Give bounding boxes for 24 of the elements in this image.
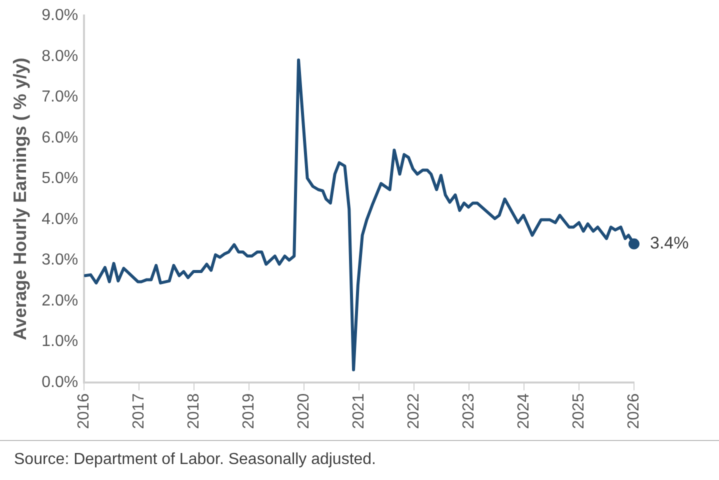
annotation: 3.4% [650, 234, 689, 253]
x-tick-label: 2016 [75, 393, 92, 429]
x-tick-label: 2022 [405, 393, 422, 429]
y-tick-label: 9.0% [42, 7, 78, 24]
y-tick-label: 7.0% [42, 88, 78, 106]
x-tick-label: 2023 [460, 393, 478, 429]
x-tick-label: 2021 [350, 393, 368, 429]
x-tick-label: 2026 [625, 393, 642, 429]
x-tick-label: 2017 [130, 393, 148, 429]
x-tick-label: 2024 [515, 393, 532, 429]
x-tick-label: 2018 [185, 393, 202, 429]
y-tick-label: 5.0% [42, 170, 78, 188]
y-tick-label: 6.0% [42, 129, 78, 146]
y-tick-label: 4.0% [42, 210, 78, 228]
y-tick-label: 2.0% [42, 292, 78, 310]
x-tick-label: 2019 [240, 393, 258, 429]
y-tick-label: 3.0% [42, 252, 78, 269]
y-tick-label: 8.0% [42, 48, 78, 65]
y-tick-label: 0.0% [42, 374, 78, 391]
source-note: Source: Department of Labor. Seasonally adjusted. [0, 440, 719, 469]
x-tick-label: 2020 [295, 393, 312, 429]
x-tick-label: 2025 [570, 393, 588, 429]
y-tick-label: 1.0% [42, 333, 78, 350]
y-axis-title: Average Hourly Earnings ( % y/y) [10, 58, 30, 340]
